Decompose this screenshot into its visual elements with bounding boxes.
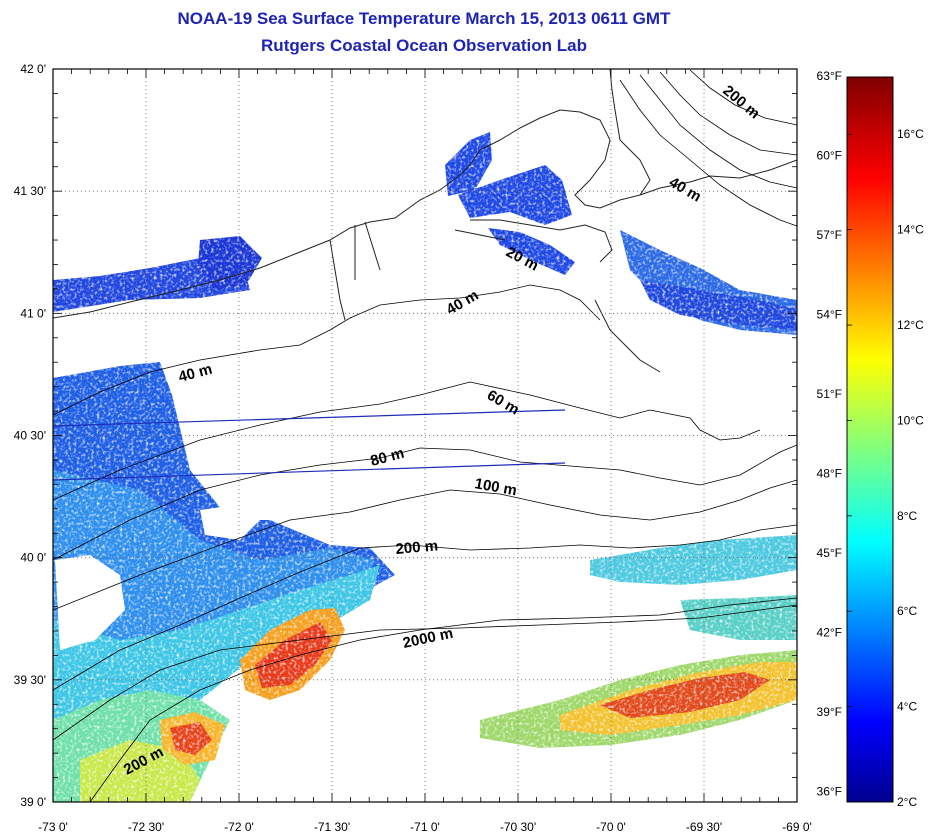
colorbar-fahrenheit-label: 36°F xyxy=(817,784,842,798)
latitude-tick-label: 40 30' xyxy=(14,429,46,443)
longitude-tick-label: -70 30' xyxy=(500,820,536,834)
colorbar-fahrenheit-label: 54°F xyxy=(817,307,842,321)
map-title: NOAA-19 Sea Surface Temperature March 15… xyxy=(177,9,671,28)
latitude-tick-label: 39 0' xyxy=(20,795,46,809)
latitude-tick-label: 39 30' xyxy=(14,673,46,687)
colorbar-celsius-label: 4°C xyxy=(897,700,917,714)
latitude-tick-label: 41 30' xyxy=(14,184,46,198)
colorbar-fahrenheit-labels: 63°F 60°F 57°F 54°F 51°F 48°F 45°F 42°F 39°F 36°F xyxy=(817,69,842,798)
colorbar-celsius-label: 2°C xyxy=(897,795,917,809)
longitude-tick-label: -71 30' xyxy=(314,820,350,834)
map-frame xyxy=(52,68,798,803)
latitude-tick-label: 40 0' xyxy=(20,551,46,565)
longitude-tick-label: -70 0' xyxy=(596,820,626,834)
colorbar-celsius-label: 12°C xyxy=(897,318,924,332)
colorbar-fahrenheit-label: 42°F xyxy=(817,625,842,639)
longitude-tick-label: -69 30' xyxy=(686,820,722,834)
isobath-contours xyxy=(53,69,797,802)
colorbar-fahrenheit-label: 63°F xyxy=(817,69,842,83)
transect-lines xyxy=(52,409,566,481)
latitude-labels: 39 0' 39 30' 40 0' 40 30' 41 0' 41 30' 42 0' xyxy=(14,62,46,809)
isobath-label: 200 m xyxy=(395,537,439,558)
longitude-labels: -73 0' -72 30' -72 0' -71 30' -71 0' -70 30' -… xyxy=(38,820,812,834)
map-subtitle: Rutgers Coastal Ocean Observation Lab xyxy=(261,36,587,55)
colorbar-celsius-label: 10°C xyxy=(897,413,924,427)
latitude-tick-label: 42 0' xyxy=(20,62,46,76)
longitude-tick-label: -72 0' xyxy=(224,820,254,834)
colorbar-fahrenheit-label: 57°F xyxy=(817,228,842,242)
graticule xyxy=(53,69,797,802)
colorbar-celsius-label: 6°C xyxy=(897,604,917,618)
colorbar-celsius-label: 8°C xyxy=(897,509,917,523)
colorbar-celsius-label: 16°C xyxy=(897,127,924,141)
colorbar-fahrenheit-label: 45°F xyxy=(817,546,842,560)
colorbar-fahrenheit-label: 60°F xyxy=(817,148,842,162)
colorbar-fahrenheit-label: 48°F xyxy=(817,466,842,480)
colorbar-celsius-label: 14°C xyxy=(897,223,924,237)
longitude-tick-label: -71 0' xyxy=(410,820,440,834)
colorbar-fahrenheit-label: 51°F xyxy=(817,387,842,401)
colorbar-fahrenheit-label: 39°F xyxy=(817,705,842,719)
longitude-tick-label: -72 30' xyxy=(128,820,164,834)
longitude-tick-label: -69 0' xyxy=(782,820,812,834)
coastline xyxy=(53,69,797,373)
longitude-tick-label: -73 0' xyxy=(38,820,68,834)
latitude-tick-label: 41 0' xyxy=(20,306,46,320)
colorbar-celsius-labels: 16°C 14°C 12°C 10°C 8°C 6°C 4°C 2°C xyxy=(847,127,924,809)
colorbar xyxy=(846,76,894,803)
